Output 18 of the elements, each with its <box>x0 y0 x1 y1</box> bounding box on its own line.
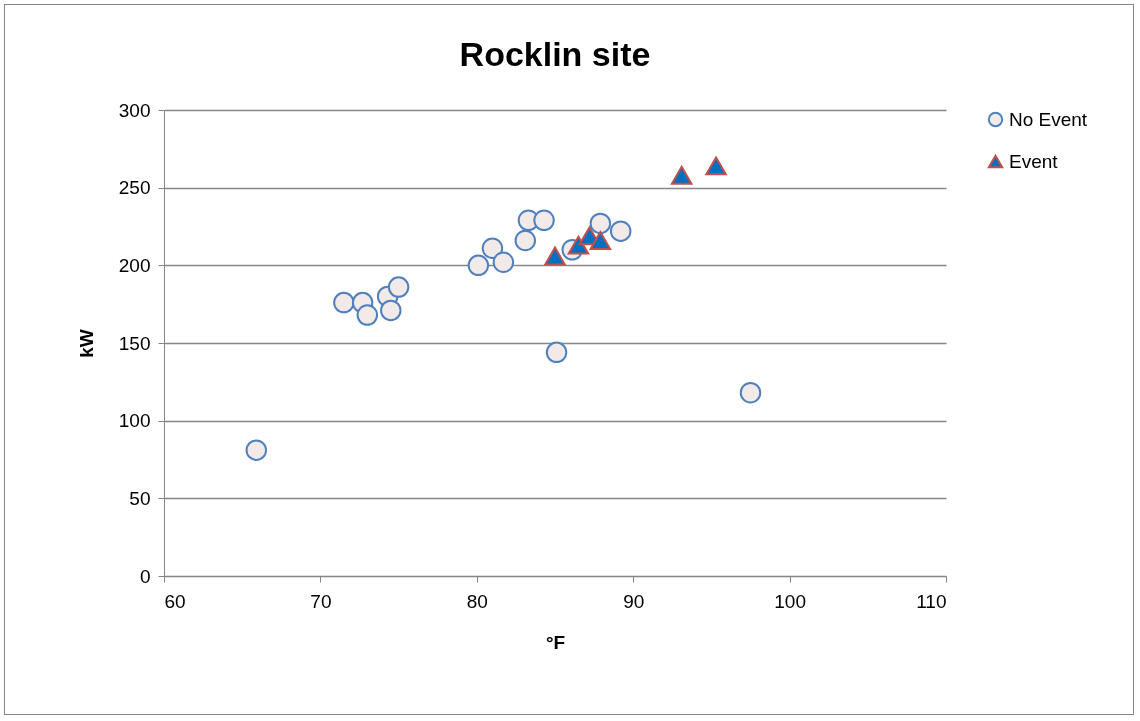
legend-label: Event <box>1009 150 1059 172</box>
y-tick-label: 100 <box>118 410 151 432</box>
y-tick-label: 150 <box>118 332 151 354</box>
x-tick-label: 90 <box>623 590 645 612</box>
y-axis-title: kW <box>75 329 97 358</box>
legend-label: No Event <box>1009 108 1088 130</box>
x-tick-label: 60 <box>164 590 186 612</box>
chart-title: Rocklin site <box>459 35 651 73</box>
x-tick-label: 100 <box>774 590 806 612</box>
y-tick-label: 200 <box>118 254 151 276</box>
x-axis-title: °F <box>545 631 566 653</box>
x-tick-label: 80 <box>466 590 488 612</box>
x-tick-label: 110 <box>916 590 947 612</box>
y-tick-label: 300 <box>118 99 151 121</box>
x-tick-label: 70 <box>310 590 332 612</box>
y-tick-label: 50 <box>129 487 151 509</box>
y-tick-label: 0 <box>139 565 151 587</box>
y-tick-label: 250 <box>118 177 151 199</box>
